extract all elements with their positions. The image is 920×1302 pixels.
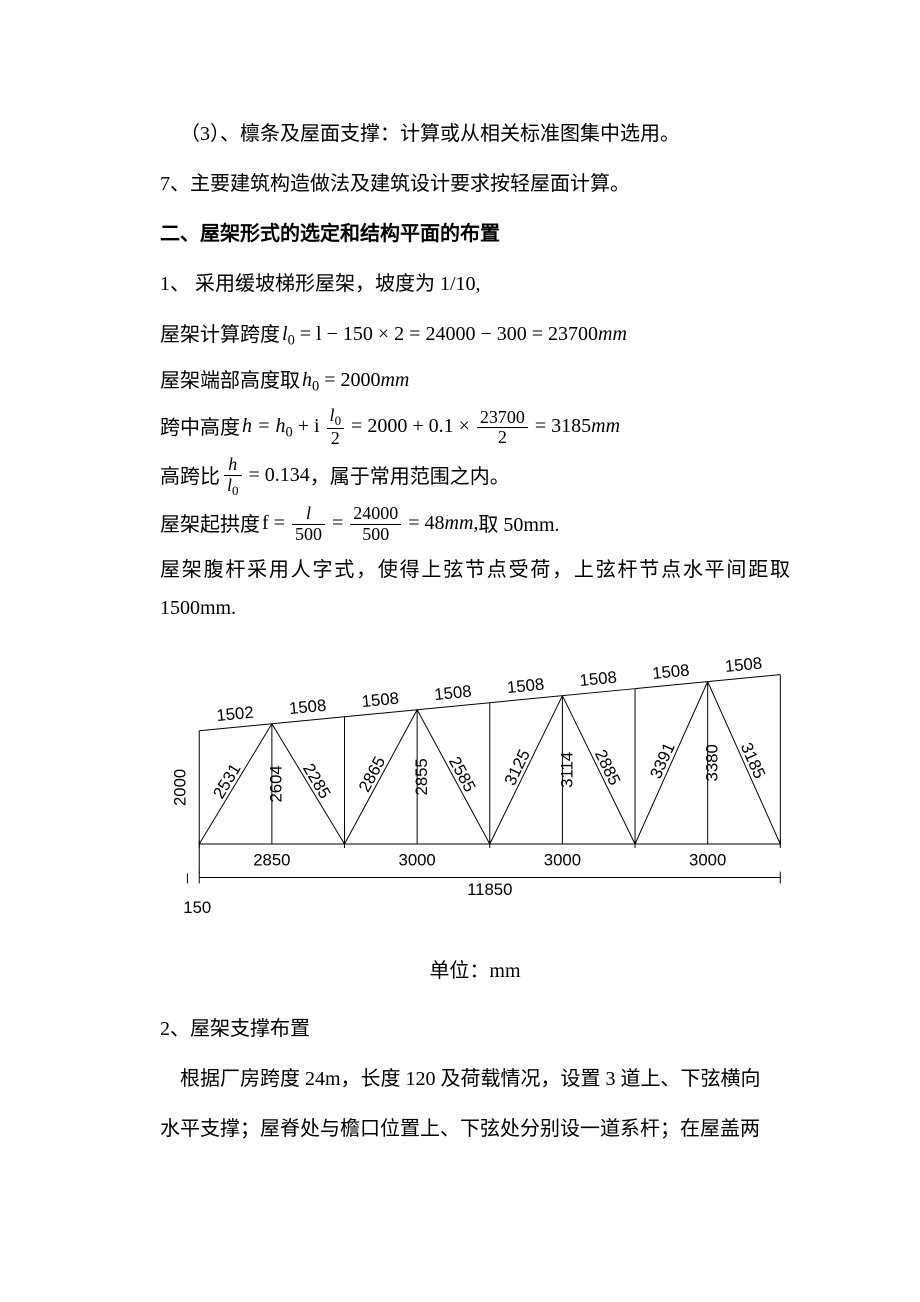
svg-text:2531: 2531 bbox=[209, 760, 245, 802]
svg-text:1508: 1508 bbox=[361, 688, 400, 710]
svg-text:1508: 1508 bbox=[433, 681, 472, 703]
equation-camber: 屋架起拱度 f = l 500 = 24000 500 = 48mm, 取 50… bbox=[160, 504, 790, 545]
para-support-1: 根据厂房跨度 24m，长度 120 及荷载情况，设置 3 道上、下弦横向 bbox=[160, 1060, 790, 1098]
heading-section-2: 二、屋架形式的选定和结构平面的布置 bbox=[160, 215, 790, 253]
equation-mid-height: 跨中高度 h = h0 + i l0 2 = 2000 + 0.1 × 2370… bbox=[160, 406, 790, 449]
svg-text:1508: 1508 bbox=[506, 674, 545, 696]
para-web-members: 屋架腹杆采用人字式，使得上弦节点受荷，上弦杆节点水平间距取1500mm. bbox=[160, 551, 790, 627]
equation-h0: 屋架端部高度取 h0 = 2000mm bbox=[160, 361, 790, 401]
eq3-prefix: 跨中高度 bbox=[160, 409, 240, 447]
svg-text:3185: 3185 bbox=[737, 740, 770, 782]
svg-text:2585: 2585 bbox=[445, 753, 479, 795]
svg-text:3380: 3380 bbox=[703, 744, 722, 781]
eq4-suffix: ，属于常用范围之内。 bbox=[310, 458, 510, 496]
svg-text:1508: 1508 bbox=[288, 695, 327, 717]
eq1-prefix: 屋架计算跨度 bbox=[160, 316, 280, 354]
eq5-math: f = l 500 = 24000 500 = 48mm, bbox=[262, 504, 478, 545]
para-slope: 1、 采用缓坡梯形屋架，坡度为 1/10, bbox=[160, 265, 790, 303]
svg-text:3000: 3000 bbox=[544, 851, 581, 870]
svg-text:2604: 2604 bbox=[267, 765, 286, 802]
svg-text:1502: 1502 bbox=[216, 703, 255, 725]
svg-text:2865: 2865 bbox=[355, 753, 389, 795]
svg-text:3391: 3391 bbox=[646, 740, 679, 782]
eq4-prefix: 高跨比 bbox=[160, 458, 220, 496]
truss-diagram: 2850 3000 3000 3000 11850 1502 1508 1508 1508 150… bbox=[150, 645, 790, 928]
svg-text:2885: 2885 bbox=[591, 746, 624, 788]
eq4-math: h l0 = 0.134 bbox=[222, 455, 310, 498]
truss-svg: 2850 3000 3000 3000 11850 1502 1508 1508 1508 150… bbox=[150, 645, 800, 915]
svg-text:3114: 3114 bbox=[557, 752, 576, 788]
svg-text:11850: 11850 bbox=[467, 880, 512, 899]
svg-text:3000: 3000 bbox=[689, 851, 726, 870]
eq2-math: h0 = 2000mm bbox=[302, 361, 409, 401]
unit-label: 单位：mm bbox=[160, 952, 790, 990]
para-3: （3）、檩条及屋面支撑：计算或从相关标准图集中选用。 bbox=[160, 115, 790, 153]
svg-text:150: 150 bbox=[183, 898, 211, 915]
eq2-prefix: 屋架端部高度取 bbox=[160, 362, 300, 400]
para-support-heading: 2、屋架支撑布置 bbox=[160, 1010, 790, 1048]
svg-text:2285: 2285 bbox=[299, 760, 335, 802]
svg-text:1508: 1508 bbox=[651, 660, 690, 682]
svg-text:3000: 3000 bbox=[399, 851, 436, 870]
para-7: 7、主要建筑构造做法及建筑设计要求按轻屋面计算。 bbox=[160, 165, 790, 203]
eq5-prefix: 屋架起拱度 bbox=[160, 506, 260, 544]
para-support-2: 水平支撑；屋脊处与檐口位置上、下弦处分别设一道系杆；在屋盖两 bbox=[160, 1110, 790, 1148]
svg-text:2855: 2855 bbox=[412, 758, 431, 795]
svg-text:3125: 3125 bbox=[500, 746, 533, 788]
equation-ratio: 高跨比 h l0 = 0.134 ，属于常用范围之内。 bbox=[160, 455, 790, 498]
svg-text:2000: 2000 bbox=[170, 769, 189, 806]
eq1-math: l0 = l − 150 × 2 = 24000 − 300 = 23700mm bbox=[282, 315, 627, 355]
equation-span-l0: 屋架计算跨度 l0 = l − 150 × 2 = 24000 − 300 = … bbox=[160, 315, 790, 355]
eq5-suffix: 取 50mm. bbox=[478, 506, 559, 544]
svg-text:1508: 1508 bbox=[579, 667, 618, 689]
svg-text:2850: 2850 bbox=[253, 851, 290, 870]
eq3-math: h = h0 + i l0 2 = 2000 + 0.1 × 23700 2 =… bbox=[242, 406, 620, 449]
svg-text:1508: 1508 bbox=[724, 653, 763, 675]
document-page: （3）、檩条及屋面支撑：计算或从相关标准图集中选用。 7、主要建筑构造做法及建筑… bbox=[0, 0, 920, 1302]
